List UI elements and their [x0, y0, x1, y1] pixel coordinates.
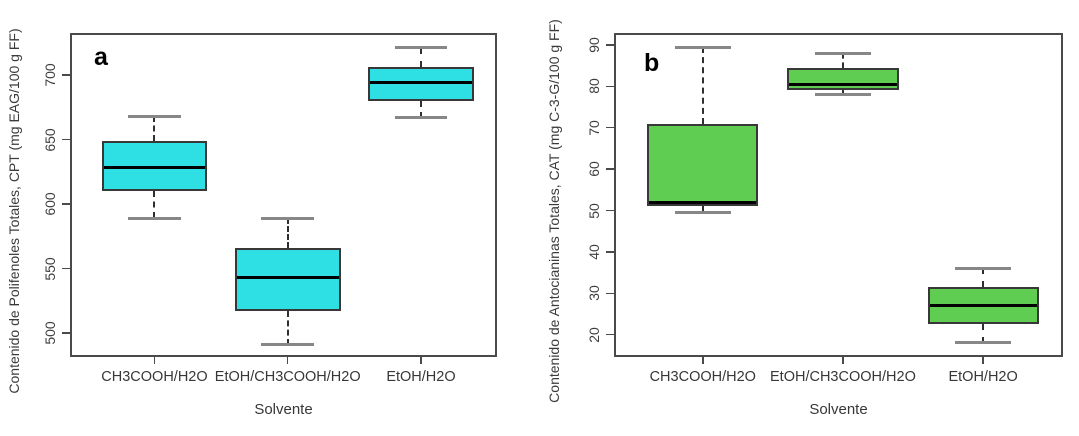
panel-letter-a: a: [94, 43, 108, 71]
y-tick-mark: [62, 203, 70, 205]
x-axis-title-panel-b: Solvente: [809, 401, 868, 418]
category-label-EtOH/H2O: EtOH/H2O: [386, 369, 456, 385]
y-tick-label: 600: [42, 192, 58, 216]
y-axis-title-panel-a: Contenido de Polifenoles Totales, CPT (m…: [6, 28, 22, 394]
median-line: [789, 82, 897, 86]
iqr-box-CH3COOH/H2O: [647, 123, 759, 207]
y-tick-label: 70: [586, 119, 602, 136]
y-tick-mark: [62, 138, 70, 141]
category-label-EtOH/CH3COOH/H2O: EtOH/CH3COOH/H2O: [214, 369, 361, 385]
y-tick-mark: [606, 333, 614, 336]
category-label-CH3COOH/H2O: CH3COOH/H2O: [101, 369, 208, 385]
y-tick-label: 550: [42, 256, 58, 281]
iqr-box-EtOH/CH3COOH/H2O: [234, 247, 341, 312]
median-line: [236, 276, 339, 280]
x-tick-mark: [153, 357, 156, 364]
y-tick-mark: [606, 209, 614, 212]
y-tick-mark: [606, 44, 614, 46]
lower-whisker-cap: [261, 343, 315, 347]
y-tick-label: 30: [586, 285, 602, 302]
panel-letter-b: b: [644, 49, 660, 77]
category-label-CH3COOH/H2O: CH3COOH/H2O: [649, 369, 756, 385]
upper-whisker-cap: [394, 46, 448, 50]
y-tick-mark: [62, 74, 70, 76]
lower-whisker-line: [982, 324, 985, 343]
upper-whisker-line: [841, 53, 844, 68]
median-line: [649, 200, 757, 204]
y-tick-label: 80: [586, 78, 602, 95]
y-tick-label: 90: [586, 37, 602, 53]
lower-whisker-line: [701, 206, 704, 213]
lower-whisker-cap: [955, 341, 1011, 345]
y-tick-label: 60: [586, 161, 602, 177]
upper-whisker-cap: [261, 216, 315, 220]
y-tick-mark: [606, 292, 614, 295]
lower-whisker-cap: [128, 216, 181, 220]
plot-area-panel-b: b Solvente 20 30 40 50 60 70 80 90 CH3COOH/H2O Et…: [586, 33, 1063, 418]
upper-whisker-cap: [674, 45, 731, 49]
lower-whisker-cap: [394, 116, 448, 120]
y-tick-mark: [62, 332, 70, 334]
y-tick-mark: [62, 267, 70, 270]
lower-whisker-line: [286, 311, 289, 345]
upper-whisker-line: [701, 47, 704, 124]
y-tick-label: 50: [586, 202, 602, 219]
y-tick-mark: [606, 168, 614, 170]
lower-whisker-cap: [815, 93, 871, 97]
x-tick-mark: [982, 357, 984, 364]
y-tick-label: 40: [586, 244, 602, 260]
upper-whisker-cap: [128, 114, 181, 118]
lower-whisker-line: [153, 191, 156, 219]
y-tick-mark: [606, 126, 614, 129]
upper-whisker-cap: [955, 266, 1011, 270]
plot-area-panel-a: a Solvente 500 550 600 650 700 CH3COOH/H2O EtO…: [42, 33, 497, 418]
upper-whisker-line: [153, 116, 156, 141]
x-tick-mark: [286, 357, 289, 364]
x-tick-mark: [420, 357, 422, 364]
x-tick-mark: [842, 357, 844, 364]
median-line: [103, 166, 206, 170]
y-tick-label: 700: [42, 63, 58, 87]
y-axis-title-panel-b: Contenido de Antocianinas Totales, CAT (…: [546, 19, 562, 403]
iqr-box-CH3COOH/H2O: [101, 140, 208, 192]
lower-whisker-line: [841, 90, 844, 95]
iqr-box-EtOH/CH3COOH/H2O: [787, 67, 899, 91]
y-tick-label: 500: [42, 321, 58, 345]
y-tick-label: 650: [42, 127, 58, 152]
y-tick-mark: [606, 85, 614, 88]
upper-whisker-line: [419, 47, 422, 68]
upper-whisker-line: [286, 218, 289, 248]
upper-whisker-cap: [815, 51, 871, 55]
lower-whisker-cap: [674, 211, 731, 215]
median-line: [929, 304, 1037, 308]
category-label-EtOH/H2O: EtOH/H2O: [948, 369, 1018, 385]
y-tick-label: 20: [586, 326, 602, 343]
category-label-EtOH/CH3COOH/H2O: EtOH/CH3COOH/H2O: [770, 369, 916, 385]
lower-whisker-line: [419, 100, 422, 118]
x-tick-mark: [702, 357, 704, 364]
upper-whisker-line: [982, 268, 985, 288]
x-axis-title-panel-a: Solvente: [254, 401, 313, 418]
y-tick-mark: [606, 251, 614, 253]
median-line: [370, 81, 472, 85]
